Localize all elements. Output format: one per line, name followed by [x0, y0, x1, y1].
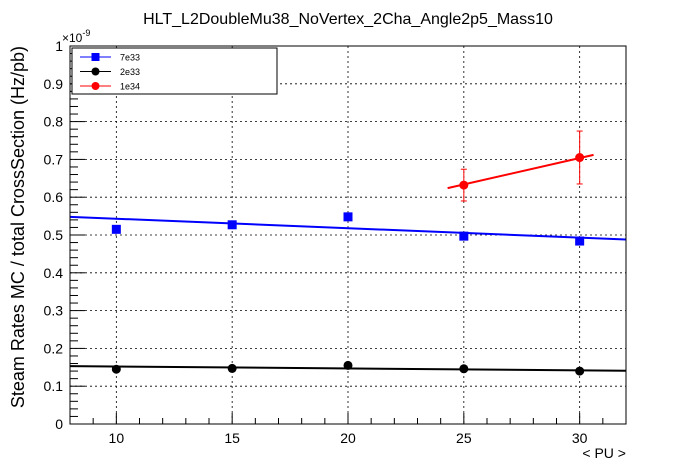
data-points [111, 130, 585, 376]
data-point [459, 180, 469, 190]
legend-marker [91, 82, 100, 90]
y-tick-label: 0.8 [44, 114, 64, 130]
y-axis-label: Steam Rates MC / total CrossSection (Hz/… [8, 46, 28, 408]
data-point [343, 360, 353, 370]
data-point [575, 236, 585, 246]
legend-marker [91, 53, 100, 61]
x-tick-label: 15 [224, 430, 240, 446]
data-point [575, 153, 585, 163]
y-tick-label: 1 [55, 38, 63, 54]
data-point [111, 364, 121, 374]
data-point [459, 231, 469, 241]
y-tick-label: 0 [55, 416, 63, 432]
y-tick-label: 0.4 [44, 265, 64, 281]
legend: 7e33 2e33 1e34 [71, 47, 278, 95]
y-tick-label: 0.6 [44, 189, 64, 205]
y-tick-label: 0.9 [44, 76, 64, 92]
x-axis: 10 15 20 25 30 [69, 413, 627, 446]
x-tick-label: 10 [109, 430, 125, 446]
legend-label: 7e33 [120, 53, 140, 63]
y-tick-label: 0.2 [44, 340, 64, 356]
x-axis-label: < PU > [582, 445, 626, 461]
y-tick-label: 0.5 [44, 227, 64, 243]
data-point [343, 212, 353, 222]
y-tick-label: 0.7 [44, 151, 64, 167]
chart-title: HLT_L2DoubleMu38_NoVertex_2Cha_Angle2p5_… [143, 11, 553, 28]
legend-label: 1e34 [120, 82, 140, 92]
data-point [227, 363, 237, 373]
data-point [227, 220, 237, 230]
fit-line-1e34 [447, 153, 594, 190]
data-point [575, 366, 585, 376]
data-point [459, 364, 469, 374]
x-tick-label: 20 [340, 430, 356, 446]
y-exponent-base: ×10 [62, 31, 83, 45]
x-tick-label: 30 [572, 430, 588, 446]
x-tick-label: 25 [456, 430, 472, 446]
legend-label: 2e33 [120, 67, 140, 77]
y-tick-label: 0.1 [44, 378, 64, 394]
y-exponent: ×10-9 [62, 28, 90, 45]
fit-line-7e33 [69, 215, 627, 241]
y-exponent-power: -9 [82, 28, 90, 38]
data-point [111, 224, 121, 234]
y-axis: 0 0.1 0.2 0.3 0.4 0.5 0.6 0.7 0.8 0.9 1 [44, 38, 85, 432]
y-tick-label: 0.3 [44, 303, 64, 319]
legend-marker [91, 67, 100, 76]
